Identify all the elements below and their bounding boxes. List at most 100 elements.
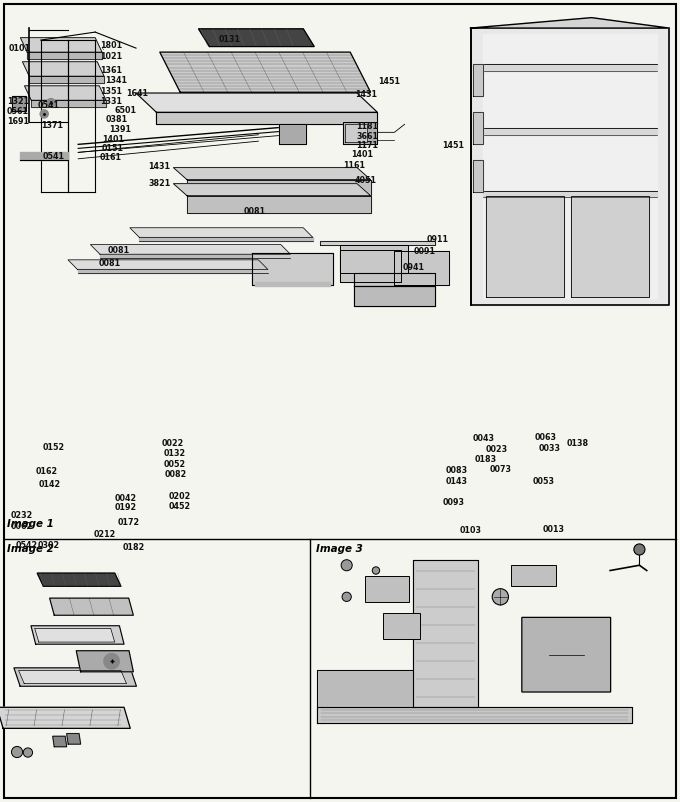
Text: 0013: 0013	[543, 525, 564, 534]
Polygon shape	[279, 124, 306, 144]
Text: 0151: 0151	[102, 144, 124, 153]
Polygon shape	[78, 269, 268, 273]
Text: 1161: 1161	[343, 160, 365, 170]
Polygon shape	[22, 62, 104, 76]
Polygon shape	[100, 254, 290, 258]
Polygon shape	[473, 112, 483, 144]
Text: 0043: 0043	[473, 434, 494, 444]
Polygon shape	[90, 245, 290, 254]
Polygon shape	[156, 112, 377, 124]
Polygon shape	[53, 736, 67, 747]
Text: 0042: 0042	[114, 493, 137, 503]
Text: 0081: 0081	[243, 207, 266, 217]
Text: 0162: 0162	[35, 467, 58, 476]
Polygon shape	[14, 668, 137, 687]
Polygon shape	[354, 286, 435, 306]
Circle shape	[104, 654, 120, 669]
Text: 0183: 0183	[475, 455, 497, 464]
Polygon shape	[252, 253, 333, 285]
Polygon shape	[318, 707, 632, 723]
Text: 1431: 1431	[356, 90, 377, 99]
Text: 0232: 0232	[11, 511, 33, 520]
Polygon shape	[24, 86, 106, 100]
Polygon shape	[320, 241, 435, 245]
Text: 0561: 0561	[7, 107, 29, 116]
Polygon shape	[31, 626, 124, 644]
Text: 0142: 0142	[39, 480, 61, 489]
Text: 0091: 0091	[414, 247, 436, 257]
Text: 0073: 0073	[490, 465, 511, 475]
Text: 0082: 0082	[165, 470, 187, 480]
Text: 0131: 0131	[219, 34, 241, 44]
Polygon shape	[29, 76, 104, 83]
Text: 3661: 3661	[356, 132, 378, 141]
Text: 0152: 0152	[42, 443, 65, 452]
Polygon shape	[199, 29, 314, 47]
Polygon shape	[130, 228, 313, 237]
Text: 1401: 1401	[102, 135, 124, 144]
Polygon shape	[20, 38, 102, 52]
Text: 1341: 1341	[105, 75, 127, 85]
Text: 4051: 4051	[354, 176, 376, 185]
Circle shape	[23, 748, 33, 757]
Polygon shape	[571, 196, 649, 297]
Polygon shape	[343, 122, 377, 144]
Circle shape	[634, 544, 645, 555]
Text: 0083: 0083	[445, 466, 468, 476]
Text: 1351: 1351	[101, 87, 122, 96]
Text: 0182: 0182	[122, 543, 145, 553]
Polygon shape	[483, 128, 657, 135]
Polygon shape	[318, 670, 413, 707]
Polygon shape	[35, 629, 115, 642]
Polygon shape	[67, 734, 81, 744]
Text: 1801: 1801	[101, 41, 123, 51]
Polygon shape	[486, 196, 564, 297]
Text: 0911: 0911	[426, 235, 448, 245]
Text: 0941: 0941	[403, 262, 424, 272]
Text: 3821: 3821	[148, 179, 171, 188]
Polygon shape	[483, 34, 657, 298]
Text: 0033: 0033	[539, 444, 560, 453]
Bar	[384, 613, 420, 639]
Text: 1181: 1181	[356, 122, 379, 132]
Polygon shape	[187, 180, 371, 196]
Polygon shape	[18, 670, 126, 683]
Polygon shape	[31, 100, 106, 107]
Text: 0103: 0103	[460, 526, 481, 536]
Polygon shape	[340, 250, 401, 282]
Text: 0081: 0081	[99, 259, 121, 269]
Text: 0452: 0452	[169, 501, 191, 511]
Text: 1431: 1431	[148, 161, 170, 171]
Text: Image 1: Image 1	[7, 520, 54, 529]
Polygon shape	[37, 573, 121, 586]
Polygon shape	[187, 196, 371, 213]
Circle shape	[342, 592, 352, 602]
Polygon shape	[255, 282, 330, 286]
Polygon shape	[413, 560, 479, 707]
Text: 6501: 6501	[114, 106, 136, 115]
Polygon shape	[173, 184, 371, 196]
Polygon shape	[471, 18, 669, 28]
Polygon shape	[0, 707, 131, 728]
Text: 1021: 1021	[101, 51, 123, 61]
Polygon shape	[354, 273, 435, 286]
Polygon shape	[473, 64, 483, 96]
Text: 0202: 0202	[169, 492, 191, 501]
Text: 0132: 0132	[163, 449, 186, 459]
Circle shape	[372, 567, 379, 574]
Text: 1361: 1361	[101, 66, 122, 75]
FancyBboxPatch shape	[522, 618, 611, 692]
Polygon shape	[345, 124, 367, 142]
Circle shape	[12, 747, 22, 758]
Polygon shape	[340, 245, 408, 273]
Text: 1171: 1171	[356, 140, 378, 150]
Text: 1331: 1331	[101, 96, 122, 106]
Polygon shape	[27, 52, 102, 59]
Text: 1391: 1391	[109, 125, 131, 135]
Text: 0063: 0063	[534, 432, 556, 442]
Text: 0192: 0192	[114, 503, 137, 512]
Text: 0053: 0053	[533, 476, 555, 486]
Polygon shape	[139, 237, 313, 241]
Bar	[511, 565, 556, 586]
Polygon shape	[76, 650, 133, 672]
